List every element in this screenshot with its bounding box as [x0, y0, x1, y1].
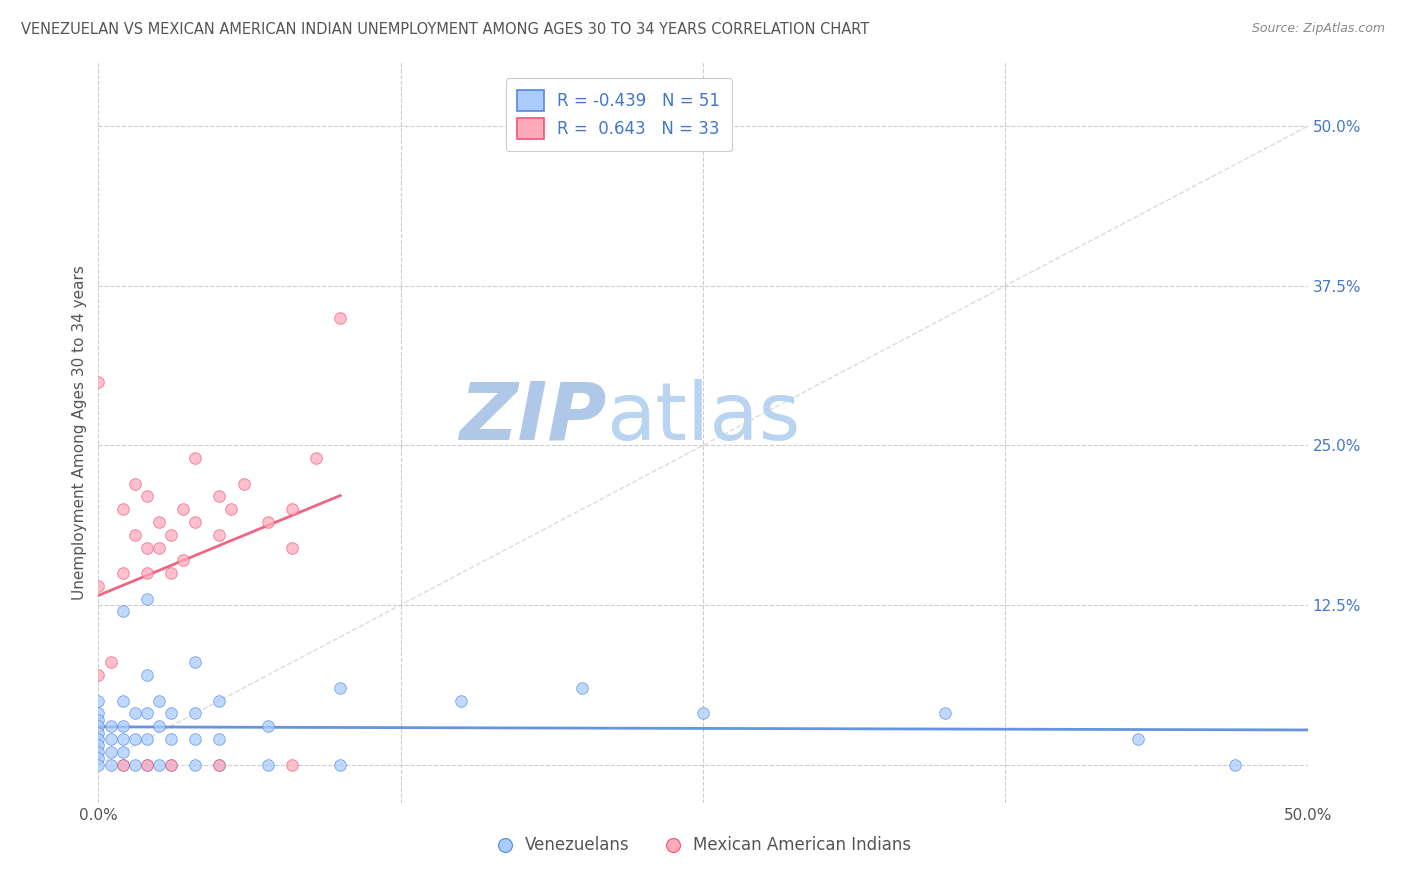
Point [111, 745, 134, 759]
Point [124, 527, 146, 541]
Point [208, 757, 231, 772]
Point [571, 681, 593, 695]
Point [184, 706, 207, 721]
Point [87, 751, 110, 765]
Point [256, 719, 278, 733]
Point [172, 553, 194, 567]
Point [111, 719, 134, 733]
Text: VENEZUELAN VS MEXICAN AMERICAN INDIAN UNEMPLOYMENT AMONG AGES 30 TO 34 YEARS COR: VENEZUELAN VS MEXICAN AMERICAN INDIAN UN… [21, 22, 869, 37]
Point [148, 694, 170, 708]
Point [160, 527, 183, 541]
Point [87, 375, 110, 389]
Point [148, 515, 170, 529]
Point [160, 757, 183, 772]
Point [135, 541, 157, 555]
Point [111, 694, 134, 708]
Legend: Venezuelans, Mexican American Indians: Venezuelans, Mexican American Indians [488, 830, 918, 861]
Point [111, 566, 134, 580]
Point [135, 731, 157, 746]
Point [160, 706, 183, 721]
Point [256, 757, 278, 772]
Point [329, 310, 352, 325]
Point [87, 713, 110, 727]
Point [184, 757, 207, 772]
Point [329, 681, 352, 695]
Point [87, 719, 110, 733]
Point [124, 476, 146, 491]
Point [87, 745, 110, 759]
Point [135, 591, 157, 606]
Point [160, 731, 183, 746]
Point [111, 604, 134, 618]
Point [172, 502, 194, 516]
Point [124, 706, 146, 721]
Point [111, 757, 134, 772]
Point [87, 739, 110, 753]
Point [1128, 731, 1150, 746]
Point [281, 502, 304, 516]
Point [148, 719, 170, 733]
Point [135, 490, 157, 504]
Point [281, 541, 304, 555]
Point [87, 668, 110, 682]
Text: atlas: atlas [606, 379, 800, 457]
Point [208, 527, 231, 541]
Point [111, 502, 134, 516]
Point [135, 706, 157, 721]
Point [148, 541, 170, 555]
Point [208, 731, 231, 746]
Point [100, 656, 122, 670]
Point [184, 451, 207, 466]
Point [232, 476, 254, 491]
Point [87, 694, 110, 708]
Point [87, 706, 110, 721]
Point [329, 757, 352, 772]
Point [184, 656, 207, 670]
Point [184, 515, 207, 529]
Point [135, 566, 157, 580]
Point [87, 579, 110, 593]
Text: Source: ZipAtlas.com: Source: ZipAtlas.com [1251, 22, 1385, 36]
Point [135, 668, 157, 682]
Point [208, 694, 231, 708]
Point [100, 757, 122, 772]
Point [135, 757, 157, 772]
Point [934, 706, 956, 721]
Point [135, 757, 157, 772]
Point [450, 694, 472, 708]
Point [281, 757, 304, 772]
Point [100, 731, 122, 746]
Point [160, 566, 183, 580]
Point [692, 706, 714, 721]
Text: ZIP: ZIP [458, 379, 606, 457]
Point [87, 731, 110, 746]
Point [305, 451, 328, 466]
Point [87, 725, 110, 739]
Point [124, 757, 146, 772]
Point [160, 757, 183, 772]
Point [124, 731, 146, 746]
Point [87, 757, 110, 772]
Point [100, 719, 122, 733]
Point [184, 731, 207, 746]
Point [148, 757, 170, 772]
Point [221, 502, 243, 516]
Point [1223, 757, 1246, 772]
Y-axis label: Unemployment Among Ages 30 to 34 years: Unemployment Among Ages 30 to 34 years [72, 265, 87, 600]
Point [208, 490, 231, 504]
Point [111, 731, 134, 746]
Point [256, 515, 278, 529]
Point [208, 757, 231, 772]
Point [111, 757, 134, 772]
Point [100, 745, 122, 759]
